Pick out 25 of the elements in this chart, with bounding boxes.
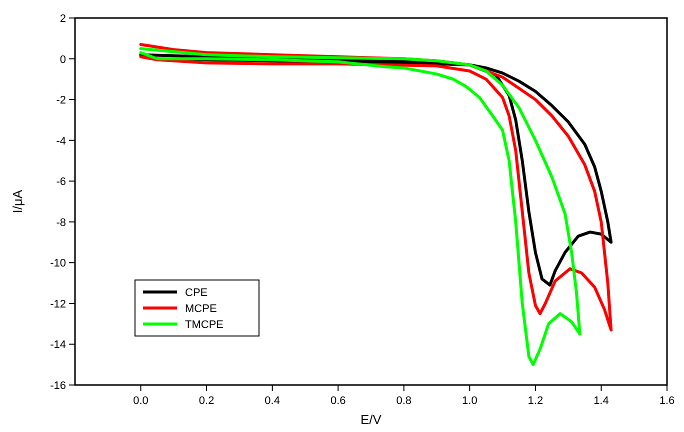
x-tick-label: 1.0 — [462, 395, 478, 407]
y-tick-label: -2 — [56, 94, 66, 107]
y-tick-label: -10 — [50, 258, 66, 270]
x-tick-label: 0.2 — [198, 395, 214, 407]
x-tick-label: 1.4 — [594, 395, 609, 407]
y-axis-title: I/μA — [10, 189, 25, 214]
y-tick-label: 2 — [60, 13, 66, 25]
x-axis-title: E/V — [360, 412, 382, 427]
y-tick-label: -4 — [56, 135, 66, 148]
y-tick-label: -12 — [50, 298, 66, 310]
x-tick-label: 0.8 — [396, 395, 412, 407]
legend-label: TMCPE — [185, 319, 224, 331]
x-tick-label: 0.6 — [330, 395, 346, 407]
legend-label: CPE — [185, 287, 208, 299]
y-tick-label: -8 — [56, 216, 66, 229]
y-tick-label: 0 — [60, 54, 66, 66]
x-tick-label: 1.6 — [659, 395, 675, 407]
line-series — [139, 47, 582, 366]
x-tick-label: 1.2 — [528, 395, 544, 407]
y-tick-label: -16 — [50, 380, 66, 392]
x-tick-label: 0.0 — [133, 395, 148, 407]
x-tick-label: 0.4 — [264, 395, 280, 407]
y-tick-label: -6 — [56, 176, 66, 188]
y-tick-label: -14 — [50, 339, 66, 352]
legend-label: MCPE — [185, 303, 217, 315]
